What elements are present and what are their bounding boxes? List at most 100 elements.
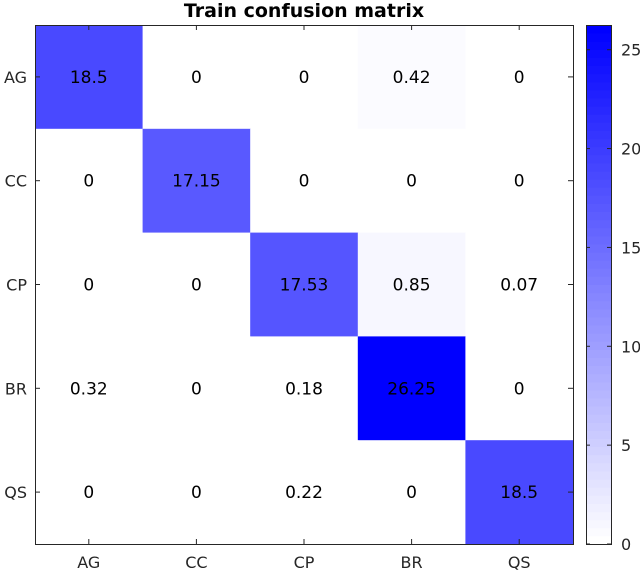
heatmap-cell-br-br [357,336,466,441]
colorbar-segment [586,349,611,358]
cell-value-label: 0.07 [500,276,538,296]
cell-value-label: 0 [299,172,310,192]
x-tick-label: CC [185,553,207,572]
colorbar-tick-label: 10 [621,337,640,356]
cell-value-label: 18.5 [500,483,538,503]
heatmap-cell-cp-ag [35,232,144,337]
heatmap-cell-qs-qs [465,440,574,545]
colorbar-segment [586,260,611,269]
heatmap-cell-br-ag [35,336,144,441]
cell-value-label: 0 [514,68,525,88]
colorbar-segment [586,81,611,91]
x-tick-label: CP [294,553,315,572]
colorbar-segment [586,495,611,504]
heatmap-cell-qs-br [357,440,466,545]
y-tick-label: BR [5,379,27,398]
colorbar-segment [586,130,611,140]
colorbar-segment [586,57,611,67]
heatmap-cell-ag-qs [465,25,574,130]
chart-title: Train confusion matrix [184,0,424,22]
colorbar-segment [586,219,611,229]
cell-value-label: 18.5 [70,68,108,88]
colorbar-segment [586,187,611,196]
colorbar-segment [586,389,611,399]
colorbar-segment [586,308,611,318]
x-tick-label: QS [508,553,531,572]
y-tick-label: CP [6,276,27,295]
colorbar-segment [586,235,611,245]
x-tick-label: BR [401,553,423,572]
colorbar-segment [586,114,611,123]
heatmap-cell-qs-ag [35,440,144,545]
heatmap-cell-ag-cp [250,25,359,130]
heatmap-cell-br-cc [142,336,251,441]
colorbar-tick-label: 0 [621,535,631,554]
colorbar-segment [586,268,611,277]
cell-value-label: 0.85 [393,276,431,296]
cell-value-label: 0 [299,68,310,88]
colorbar-segment [586,179,611,188]
heatmap-cell-cc-qs [465,128,574,234]
heatmap-cell-cc-cp [250,128,359,234]
heatmap-cell-cp-br [357,232,466,337]
heatmap-cell-cp-cp [250,232,359,337]
colorbar-segment [586,146,611,156]
colorbar-segment [586,65,611,75]
colorbar-segment [586,414,611,423]
colorbar-segment [586,316,611,326]
colorbar-segment [586,471,611,480]
colorbar-segment [586,243,611,253]
colorbar-segment [586,357,611,367]
colorbar-segment [586,97,611,107]
y-tick-label: CC [5,172,27,191]
x-axis: AG CC CP BR QS [77,25,531,572]
cell-value-label: 26.25 [387,379,436,399]
heatmap-cell-cp-cc [142,232,251,337]
colorbar-segment [586,122,611,131]
cell-value-label: 0.22 [285,483,323,503]
heatmap-cell-cc-ag [35,128,144,234]
colorbar-segment [586,422,611,431]
colorbar-segment [586,511,611,521]
colorbar-segment [586,503,611,513]
x-tick-label: AG [77,553,100,572]
y-tick-label: AG [4,68,27,87]
cell-value-label: 0 [83,483,94,503]
colorbar-segment [586,341,611,350]
y-tick-label: QS [4,483,27,502]
colorbar-segment [586,73,611,83]
cell-value-label: 0 [514,379,525,399]
heatmap-cell-cc-cc [142,128,251,234]
colorbar-segment [586,41,611,50]
heatmap-cell-cp-qs [465,232,574,337]
colorbar-segment [586,25,611,34]
heatmap-cell-labels: 18.5 0 0 0.42 0 0 17.15 0 0 0 0 0 17.53 0.85 0.07 0.32 0… [70,68,538,503]
colorbar-segment [586,519,611,529]
cell-value-label: 0 [83,276,94,296]
cell-value-label: 0 [191,379,202,399]
colorbar-segment [586,438,611,448]
colorbar-segment [586,446,611,456]
cell-value-label: 0 [406,483,417,503]
colorbar-segment [586,365,611,375]
cell-value-label: 0.18 [285,379,323,399]
heatmap-cell-br-qs [465,336,574,441]
cell-value-label: 17.53 [280,276,329,296]
colorbar-segment [586,252,611,261]
colorbar-segment [586,535,611,545]
colorbar-segment [586,106,611,115]
colorbar-frame [586,25,612,545]
colorbar-segment [586,33,611,42]
colorbar-tick-label: 20 [621,140,640,159]
heatmap-cell-br-cp [250,336,359,441]
colorbar-segment [586,381,611,391]
colorbar-segment [586,211,611,221]
colorbar-segment [586,398,611,407]
cell-value-label: 0 [406,172,417,192]
colorbar-segment [586,284,611,294]
colorbar-segment [586,300,611,310]
heatmap-cell-ag-cc [142,25,251,130]
y-axis: AG CC CP BR QS [4,68,573,502]
cell-value-label: 0 [83,172,94,192]
